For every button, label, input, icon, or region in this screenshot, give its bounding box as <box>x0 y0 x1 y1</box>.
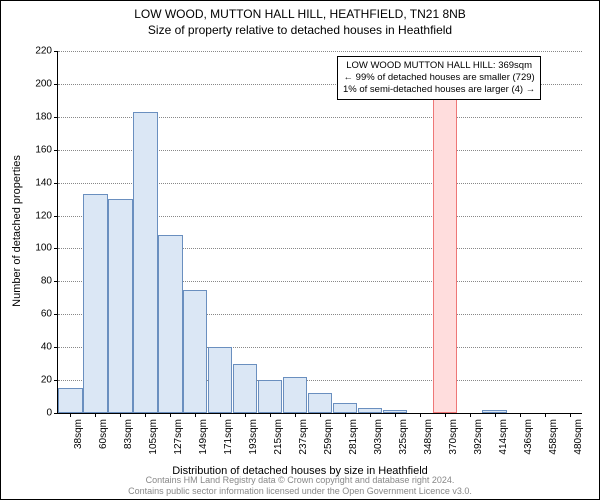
ytick-label: 80 <box>41 276 52 287</box>
xtick-label: 127sqm <box>173 419 184 455</box>
ytick-label: 60 <box>41 309 52 320</box>
histogram-bar <box>208 347 232 413</box>
ytick-mark <box>54 216 58 217</box>
histogram-bar <box>333 403 357 413</box>
xtick-label: 480sqm <box>573 419 584 455</box>
ytick-mark <box>54 314 58 315</box>
xtick-label: 149sqm <box>198 419 209 455</box>
ytick-label: 140 <box>35 177 52 188</box>
ytick-mark <box>54 150 58 151</box>
histogram-bar <box>258 380 282 413</box>
ytick-label: 120 <box>35 210 52 221</box>
xtick-mark <box>545 413 546 417</box>
xtick-label: 193sqm <box>248 419 259 455</box>
ytick-mark <box>54 248 58 249</box>
xtick-label: 303sqm <box>373 419 384 455</box>
xtick-label: 83sqm <box>123 419 134 449</box>
xtick-label: 171sqm <box>223 419 234 455</box>
xtick-mark <box>445 413 446 417</box>
xtick-label: 105sqm <box>148 419 159 455</box>
xtick-mark <box>520 413 521 417</box>
histogram-bar <box>108 199 132 413</box>
xtick-mark <box>145 413 146 417</box>
ytick-label: 220 <box>35 46 52 57</box>
xtick-label: 281sqm <box>348 419 359 455</box>
xtick-label: 370sqm <box>448 419 459 455</box>
ytick-label: 100 <box>35 243 52 254</box>
plot-area: 02040608010012014016018020022038sqm60sqm… <box>57 51 582 414</box>
histogram-bar <box>133 112 157 413</box>
highlight-bar <box>433 84 457 413</box>
histogram-bar <box>283 377 307 413</box>
xtick-label: 237sqm <box>298 419 309 455</box>
ytick-label: 0 <box>46 408 52 419</box>
xtick-label: 436sqm <box>523 419 534 455</box>
xtick-label: 414sqm <box>498 419 509 455</box>
histogram-bar <box>183 290 207 413</box>
chart-area: 02040608010012014016018020022038sqm60sqm… <box>57 51 581 413</box>
annotation-box: LOW WOOD MUTTON HALL HILL: 369sqm ← 99% … <box>337 56 541 100</box>
xtick-mark <box>495 413 496 417</box>
title-line-1: LOW WOOD, MUTTON HALL HILL, HEATHFIELD, … <box>1 7 599 21</box>
histogram-bar <box>233 364 257 413</box>
annotation-line-2: ← 99% of detached houses are smaller (72… <box>343 72 535 84</box>
ytick-mark <box>54 51 58 52</box>
footer-line-1: Contains HM Land Registry data © Crown c… <box>1 475 599 486</box>
footer: Contains HM Land Registry data © Crown c… <box>1 475 599 497</box>
ytick-mark <box>54 380 58 381</box>
ytick-mark <box>54 413 58 414</box>
xtick-mark <box>220 413 221 417</box>
histogram-bar <box>58 388 82 413</box>
xtick-label: 458sqm <box>548 419 559 455</box>
xtick-mark <box>320 413 321 417</box>
ytick-label: 160 <box>35 144 52 155</box>
xtick-mark <box>95 413 96 417</box>
xtick-mark <box>470 413 471 417</box>
xtick-mark <box>345 413 346 417</box>
ytick-label: 40 <box>41 342 52 353</box>
title-area: LOW WOOD, MUTTON HALL HILL, HEATHFIELD, … <box>1 1 599 37</box>
grid-line <box>58 51 582 52</box>
xtick-label: 60sqm <box>98 419 109 449</box>
footer-line-2: Contains public sector information licen… <box>1 486 599 497</box>
histogram-bar <box>83 194 107 413</box>
xtick-mark <box>245 413 246 417</box>
histogram-bar <box>158 235 182 413</box>
ytick-label: 200 <box>35 78 52 89</box>
ytick-mark <box>54 117 58 118</box>
ytick-mark <box>54 84 58 85</box>
xtick-label: 259sqm <box>323 419 334 455</box>
histogram-bar <box>308 393 332 413</box>
xtick-label: 348sqm <box>423 419 434 455</box>
xtick-label: 215sqm <box>273 419 284 455</box>
xtick-mark <box>420 413 421 417</box>
xtick-mark <box>395 413 396 417</box>
xtick-mark <box>70 413 71 417</box>
xtick-mark <box>170 413 171 417</box>
ytick-mark <box>54 183 58 184</box>
xtick-label: 392sqm <box>473 419 484 455</box>
annotation-line-1: LOW WOOD MUTTON HALL HILL: 369sqm <box>343 60 535 72</box>
chart-container: LOW WOOD, MUTTON HALL HILL, HEATHFIELD, … <box>0 0 600 500</box>
xtick-label: 38sqm <box>73 419 84 449</box>
title-line-2: Size of property relative to detached ho… <box>1 23 599 37</box>
ytick-mark <box>54 347 58 348</box>
xtick-mark <box>270 413 271 417</box>
xtick-mark <box>370 413 371 417</box>
ytick-mark <box>54 281 58 282</box>
xtick-mark <box>120 413 121 417</box>
xtick-mark <box>570 413 571 417</box>
xtick-mark <box>295 413 296 417</box>
annotation-line-3: 1% of semi-detached houses are larger (4… <box>343 84 535 96</box>
xtick-label: 325sqm <box>398 419 409 455</box>
ytick-label: 180 <box>35 111 52 122</box>
y-axis-label: Number of detached properties <box>11 155 23 307</box>
ytick-label: 20 <box>41 375 52 386</box>
xtick-mark <box>195 413 196 417</box>
